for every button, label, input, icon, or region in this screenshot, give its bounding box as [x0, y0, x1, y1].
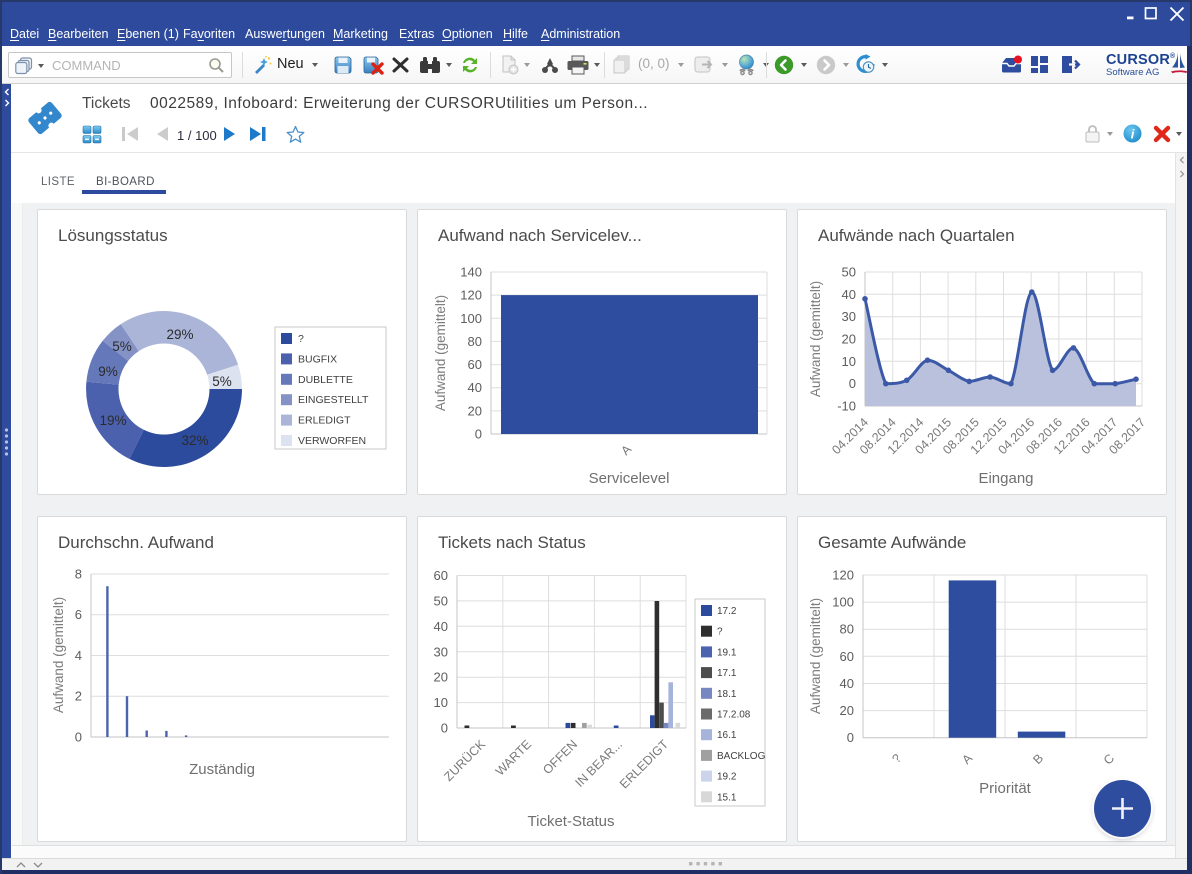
svg-text:19.2: 19.2: [717, 772, 737, 783]
svg-text:18.1: 18.1: [717, 689, 737, 700]
svg-text:10: 10: [434, 695, 448, 710]
svg-text:Eingang: Eingang: [978, 470, 1033, 487]
svg-text:140: 140: [460, 265, 482, 280]
svg-text:19.1: 19.1: [717, 647, 737, 658]
svg-text:0: 0: [75, 730, 82, 745]
svg-text:120: 120: [460, 288, 482, 303]
svg-text:17.1: 17.1: [717, 668, 737, 679]
svg-text:40: 40: [842, 287, 856, 302]
svg-text:Aufwand (gemittelt): Aufwand (gemittelt): [808, 598, 823, 714]
svg-text:29%: 29%: [166, 327, 193, 342]
svg-text:VERWORFEN: VERWORFEN: [298, 435, 366, 447]
svg-text:0: 0: [441, 721, 448, 736]
svg-text:0: 0: [849, 376, 856, 391]
svg-text:5%: 5%: [112, 339, 132, 354]
svg-text:6: 6: [75, 607, 82, 622]
svg-text:60: 60: [840, 649, 854, 664]
svg-text:10: 10: [842, 354, 856, 369]
svg-text:Servicelevel: Servicelevel: [589, 470, 670, 487]
svg-text:ZURÜCK: ZURÜCK: [441, 737, 488, 784]
svg-text:20: 20: [840, 703, 854, 718]
svg-text:4: 4: [75, 648, 82, 663]
svg-text:-10: -10: [837, 399, 856, 414]
svg-text:WARTE: WARTE: [493, 737, 534, 778]
svg-text:EINGESTELLT: EINGESTELLT: [298, 394, 369, 406]
svg-text:100: 100: [460, 311, 482, 326]
svg-text:B: B: [1030, 751, 1046, 767]
svg-text:?: ?: [889, 751, 904, 766]
svg-text:17.2.08: 17.2.08: [717, 710, 751, 721]
svg-text:i: i: [1131, 127, 1135, 142]
svg-text:17.2: 17.2: [717, 606, 737, 617]
svg-text:30: 30: [434, 644, 448, 659]
svg-text:ERLEDIGT: ERLEDIGT: [617, 737, 671, 791]
svg-text:16.1: 16.1: [717, 730, 737, 741]
svg-text:Aufwand (gemittelt): Aufwand (gemittelt): [808, 281, 823, 397]
svg-text:80: 80: [840, 622, 854, 637]
svg-text:40: 40: [468, 380, 482, 395]
svg-text:120: 120: [832, 568, 854, 583]
svg-text:50: 50: [842, 265, 856, 280]
svg-text:50: 50: [434, 593, 448, 608]
svg-text:Aufwand (gemittelt): Aufwand (gemittelt): [51, 597, 66, 713]
svg-text:8: 8: [75, 567, 82, 582]
svg-text:100: 100: [832, 595, 854, 610]
svg-text:DUBLETTE: DUBLETTE: [298, 374, 353, 386]
svg-text:A: A: [959, 751, 975, 767]
svg-text:?: ?: [717, 627, 723, 638]
svg-text:9%: 9%: [98, 364, 118, 379]
svg-text:?: ?: [298, 333, 304, 345]
svg-text:60: 60: [434, 568, 448, 583]
svg-text:20: 20: [468, 403, 482, 418]
svg-text:OFFEN: OFFEN: [540, 737, 580, 777]
svg-text:40: 40: [840, 676, 854, 691]
svg-text:30: 30: [842, 309, 856, 324]
svg-text:2: 2: [75, 689, 82, 704]
svg-text:BUGFIX: BUGFIX: [298, 353, 337, 365]
svg-text:Ticket-Status: Ticket-Status: [528, 813, 615, 830]
svg-text:19%: 19%: [99, 413, 126, 428]
svg-text:0: 0: [475, 427, 482, 442]
svg-text:A: A: [618, 442, 634, 458]
svg-text:Aufwand (gemittelt): Aufwand (gemittelt): [433, 295, 448, 411]
svg-text:Zuständig: Zuständig: [189, 761, 255, 778]
svg-text:C: C: [1101, 751, 1117, 767]
svg-text:80: 80: [468, 334, 482, 349]
svg-text:60: 60: [468, 357, 482, 372]
svg-text:40: 40: [434, 619, 448, 634]
svg-text:15.1: 15.1: [717, 792, 737, 803]
svg-text:Priorität: Priorität: [979, 780, 1032, 797]
svg-text:32%: 32%: [181, 433, 208, 448]
svg-text:BACKLOG: BACKLOG: [717, 751, 766, 762]
svg-text:20: 20: [842, 332, 856, 347]
svg-text:20: 20: [434, 670, 448, 685]
svg-text:0: 0: [847, 730, 854, 745]
svg-text:ERLEDIGT: ERLEDIGT: [298, 415, 351, 427]
svg-text:5%: 5%: [212, 374, 232, 389]
